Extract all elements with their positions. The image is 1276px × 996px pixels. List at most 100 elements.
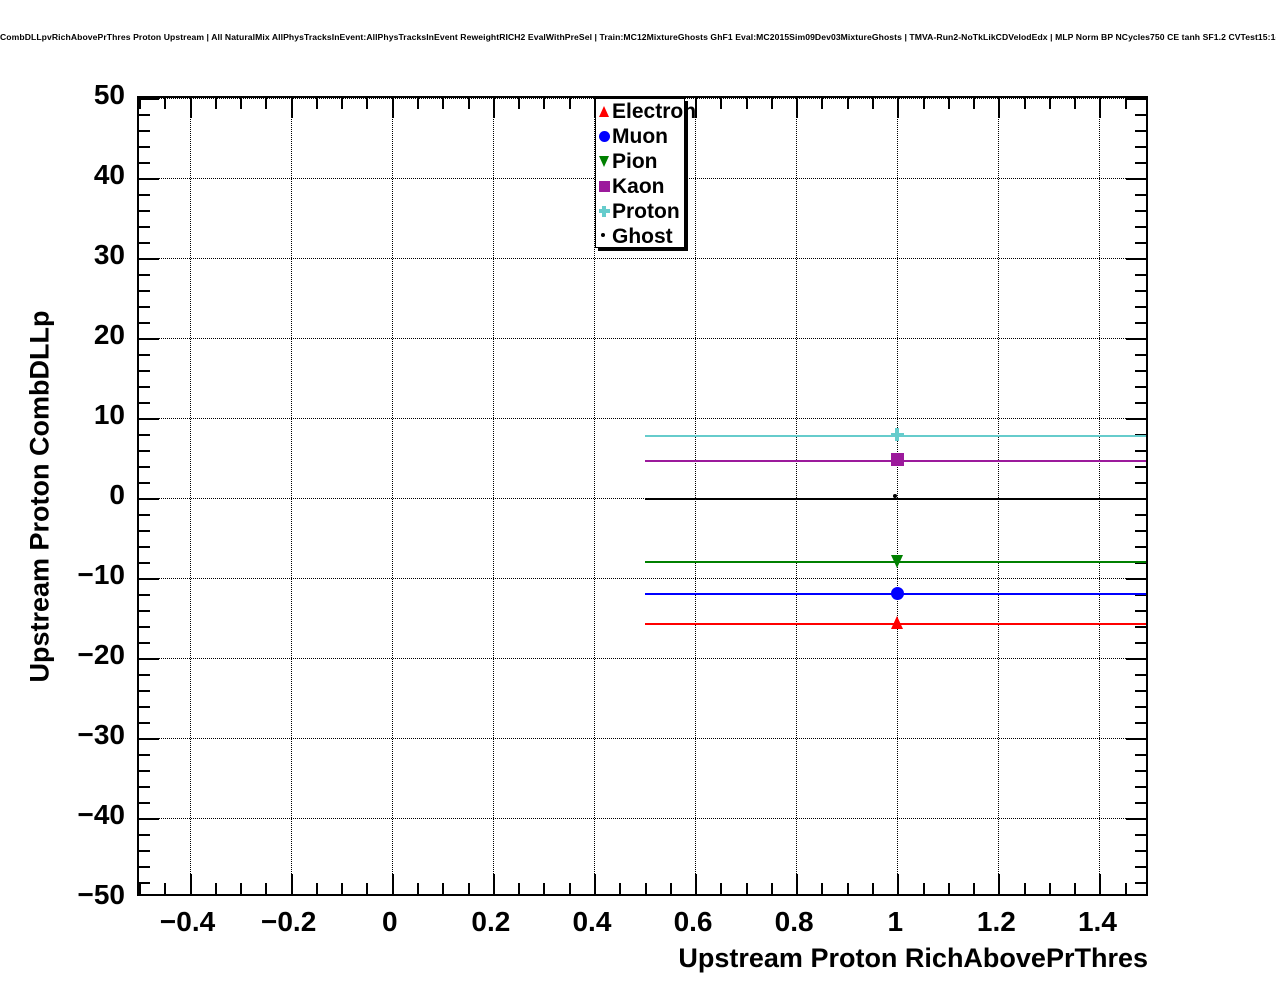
x-tick-label: 0.2 — [471, 906, 511, 937]
axis-tick — [973, 883, 976, 894]
axis-tick — [139, 546, 150, 548]
axis-tick — [341, 98, 344, 109]
axis-tick — [1126, 258, 1146, 260]
legend-item-label: Pion — [612, 150, 658, 173]
axis-tick — [720, 98, 723, 109]
gridline-vertical — [189, 98, 191, 894]
axis-tick — [139, 242, 150, 244]
axis-tick — [139, 482, 150, 484]
axis-tick — [139, 98, 159, 100]
axis-tick — [1135, 370, 1146, 372]
axis-tick — [139, 834, 150, 836]
axis-tick — [1135, 242, 1146, 244]
axis-tick — [391, 874, 394, 894]
legend-item-label: Proton — [612, 200, 680, 223]
axis-tick — [417, 883, 420, 894]
axis-tick — [139, 674, 150, 676]
axis-tick — [139, 306, 150, 308]
y-tick-label: 40 — [93, 159, 125, 190]
x-tick-label: 0 — [381, 906, 398, 937]
axis-tick — [871, 883, 874, 894]
axis-tick — [846, 98, 849, 109]
axis-tick — [1048, 98, 1051, 109]
axis-tick — [1023, 98, 1026, 109]
axis-tick — [947, 883, 950, 894]
axis-tick — [1135, 466, 1146, 468]
axis-tick — [1135, 642, 1146, 644]
axis-tick — [1135, 306, 1146, 308]
legend-item-ghost[interactable]: Ghost — [596, 224, 684, 249]
axis-tick — [315, 98, 318, 109]
axis-tick — [139, 770, 150, 772]
axis-tick — [518, 883, 521, 894]
axis-tick — [139, 530, 150, 532]
axis-tick — [139, 883, 141, 894]
axis-tick — [1126, 818, 1146, 820]
axis-tick — [1126, 578, 1146, 580]
axis-tick — [139, 210, 150, 212]
legend: Electron Muon Pion Kaon Proton Ghost — [595, 98, 696, 249]
axis-tick — [1135, 210, 1146, 212]
axis-tick — [796, 874, 799, 894]
axis-tick — [1135, 114, 1146, 116]
axis-tick — [240, 883, 243, 894]
axis-tick — [139, 354, 150, 356]
y-tick-label: 20 — [93, 319, 125, 350]
axis-tick — [1135, 674, 1146, 676]
legend-item-proton[interactable]: Proton — [596, 199, 684, 224]
axis-tick — [139, 738, 159, 740]
axis-tick — [214, 98, 217, 109]
gridline-vertical — [998, 98, 1000, 894]
axis-tick — [139, 178, 159, 180]
gridline-horizontal — [139, 498, 1146, 499]
gridline-horizontal — [139, 338, 1146, 339]
gridline-vertical — [492, 98, 494, 894]
legend-item-muon[interactable]: Muon — [596, 124, 684, 149]
axis-tick — [467, 883, 470, 894]
axis-tick — [139, 642, 150, 644]
axis-tick — [139, 722, 150, 724]
x-tick-label: 1.4 — [1077, 906, 1117, 937]
x-tick-label: 0.4 — [572, 906, 612, 937]
axis-tick — [139, 802, 150, 804]
axis-tick — [139, 418, 159, 420]
axis-tick — [1135, 194, 1146, 196]
axis-tick — [139, 706, 150, 708]
axis-tick — [341, 883, 344, 894]
axis-tick — [139, 194, 150, 196]
axis-tick — [1135, 274, 1146, 276]
axis-tick — [139, 402, 150, 404]
axis-tick — [1135, 146, 1146, 148]
axis-tick — [139, 98, 141, 109]
cross-marker-icon — [890, 428, 904, 442]
legend-item-label: Kaon — [612, 175, 665, 198]
axis-tick — [1135, 882, 1146, 884]
axis-tick — [139, 498, 159, 500]
legend-item-electron[interactable]: Electron — [596, 99, 696, 124]
dot-marker-icon — [893, 494, 898, 498]
axis-tick — [1074, 98, 1077, 109]
gridline-vertical — [593, 98, 595, 894]
axis-tick — [543, 883, 546, 894]
axis-tick — [1135, 386, 1146, 388]
axis-tick — [1135, 290, 1146, 292]
axis-tick — [139, 146, 150, 148]
legend-item-kaon[interactable]: Kaon — [596, 174, 684, 199]
axis-tick — [998, 98, 1001, 118]
axis-tick — [1124, 98, 1127, 109]
axis-tick — [1126, 738, 1146, 740]
axis-tick — [139, 162, 150, 164]
axis-tick — [492, 98, 495, 118]
axis-tick — [139, 594, 150, 596]
gridline-horizontal — [139, 578, 1146, 579]
axis-tick — [189, 874, 192, 894]
gridline-horizontal — [139, 818, 1146, 819]
axis-tick — [1135, 226, 1146, 228]
circle-marker-icon — [598, 130, 610, 142]
axis-tick — [139, 226, 150, 228]
axis-tick — [139, 818, 159, 820]
axis-tick — [139, 290, 150, 292]
legend-item-pion[interactable]: Pion — [596, 149, 684, 174]
axis-tick — [290, 874, 293, 894]
